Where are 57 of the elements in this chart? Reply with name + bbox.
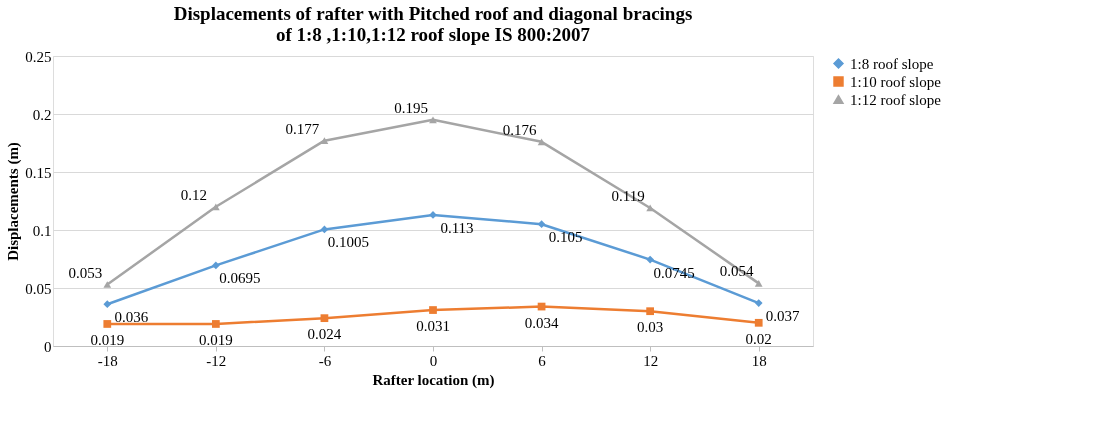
point: [320, 314, 329, 323]
y-tick-label: 0.05: [25, 280, 52, 297]
y-tick-label: 0: [44, 338, 52, 355]
x-tick-label: 12: [643, 352, 659, 369]
legend-label: 1:10 roof slope: [850, 73, 942, 90]
data-label: 0.105: [548, 229, 583, 246]
data-label: 0.12: [180, 186, 207, 203]
point: [103, 300, 112, 309]
point: [211, 203, 220, 211]
data-label: 0.037: [765, 308, 801, 325]
legend-label: 1:8 roof slope: [850, 55, 934, 72]
x-tick-label: -6: [318, 352, 332, 369]
point: [429, 306, 437, 314]
data-label: 0.03: [637, 319, 664, 336]
chart-title: Displacements of rafter with Pitched roof and diagonal bracings of 1:8 ,1:10,1:12 roof slope IS 800:2007: [173, 3, 693, 45]
data-label: 0.02: [745, 330, 772, 347]
x-tick-label: -18: [97, 352, 118, 369]
point: [103, 281, 112, 288]
y-tick-label: 0.15: [25, 164, 52, 181]
data-label: 0.019: [90, 331, 125, 348]
point: [320, 225, 329, 234]
data-label: 0.031: [416, 318, 450, 335]
data-label: 0.113: [440, 219, 474, 236]
point: [429, 116, 437, 124]
data-label: 0.0695: [219, 270, 261, 287]
y-tick-label: 0.25: [25, 48, 52, 65]
point: [211, 320, 220, 328]
legend-label: 1:12 roof slope: [850, 91, 942, 108]
data-label: 0.119: [611, 187, 645, 204]
data-label: 0.195: [394, 99, 428, 116]
data-label: 0.177: [285, 120, 320, 137]
point: [646, 307, 655, 316]
y-axis-title: Displacements (m): [5, 142, 23, 261]
x-axis-title: Rafter location (m): [372, 371, 495, 389]
point: [320, 137, 329, 145]
point: [211, 261, 220, 270]
point: [754, 299, 763, 307]
point: [754, 318, 763, 327]
point: [537, 138, 546, 146]
x-tick-label: 0: [429, 352, 438, 369]
y-tick-label: 0.1: [32, 222, 52, 239]
data-label: 0.034: [524, 314, 559, 331]
point: [646, 255, 655, 264]
y-tick-label: 0.2: [32, 106, 52, 123]
data-label: 0.036: [114, 309, 149, 326]
point: [103, 320, 112, 328]
data-label: 0.054: [719, 263, 755, 280]
data-label: 0.019: [198, 331, 233, 348]
data-label: 0.176: [502, 121, 537, 138]
point: [754, 280, 763, 287]
point: [537, 220, 546, 229]
data-label: 0.1005: [327, 234, 370, 251]
x-tick-label: -12: [206, 352, 227, 369]
x-tick-label: 6: [538, 352, 547, 369]
x-tick-label: 18: [751, 352, 767, 369]
data-label: 0.024: [307, 326, 342, 343]
data-label: 0.053: [68, 264, 103, 281]
